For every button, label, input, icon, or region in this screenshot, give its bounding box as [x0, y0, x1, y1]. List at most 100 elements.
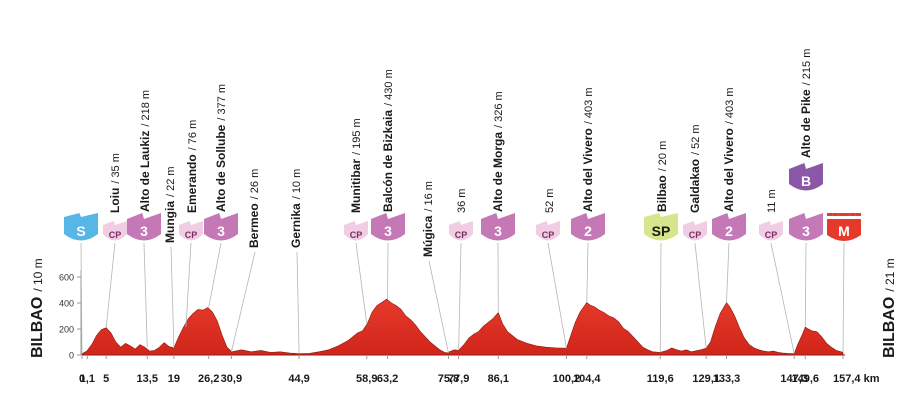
marker-name: Alto de Sollube	[214, 124, 228, 212]
marker-name: Loiu	[108, 188, 122, 213]
x-tick-label: 77,9	[448, 373, 469, 385]
x-tick-label: 104,4	[573, 373, 601, 385]
finish-checker	[838, 216, 844, 219]
badge-text: CP	[185, 230, 198, 240]
badge-cat3: 3	[371, 213, 405, 241]
marker-label: Bermeo / 26 m	[247, 169, 261, 248]
y-tick-label: 400	[59, 299, 74, 309]
marker-name: Gernika	[289, 203, 303, 248]
badge-shield	[789, 213, 823, 241]
badge-cp: CP	[536, 221, 560, 241]
x-tick-label: 157,4 km	[833, 373, 880, 385]
leader-line	[770, 242, 795, 354]
marker-label: Balcón de Bizkaia / 430 m	[381, 69, 395, 212]
finish-shield	[827, 219, 861, 241]
marker-name: Alto del Vivero	[581, 128, 595, 212]
start-city-label: BILBAO / 10 m	[29, 258, 46, 358]
marker-name: Alto de Morga	[491, 132, 505, 212]
badge-cat3: 3	[481, 213, 515, 241]
badge-cat3: 3	[789, 213, 823, 241]
marker-name: Mungia	[163, 201, 177, 243]
marker-alt: / 403 m	[724, 88, 736, 125]
marker-label: Múgica / 16 m	[421, 181, 435, 257]
x-tick-label: 1,1	[80, 373, 95, 385]
marker-label: Alto de Pike / 215 m	[799, 49, 813, 158]
badge-text: 3	[384, 223, 392, 239]
marker-name: Bilbao	[655, 175, 669, 212]
x-tick-label: 5	[103, 373, 109, 385]
badge-shield	[644, 213, 678, 241]
x-tick-label: 30,9	[221, 373, 242, 385]
leader-line	[428, 260, 449, 354]
marker-label: Alto de Morga / 326 m	[491, 91, 505, 212]
badge-cp: CP	[449, 221, 473, 241]
marker-alt: 11 m	[766, 189, 778, 213]
badge-text: 2	[725, 223, 733, 239]
finish-checker	[849, 213, 856, 216]
badge-text: M	[838, 223, 850, 239]
marker-alt: / 20 m	[657, 141, 669, 172]
badge-shield	[371, 213, 405, 241]
marker-label: Mungia / 22 m	[163, 166, 177, 243]
leader-line	[296, 251, 300, 354]
marker-label: Alto de Laukiz / 218 m	[138, 90, 152, 212]
x-tick-label: 75,8	[438, 373, 459, 385]
marker-name: Múgica	[421, 215, 435, 257]
finish-city-label: BILBAO / 21 m	[881, 258, 898, 358]
leader-line	[842, 242, 845, 353]
x-tick-label: 44,9	[288, 373, 309, 385]
marker-name: Alto de Pike	[799, 89, 813, 158]
badge-text: CP	[350, 230, 363, 240]
badge-sprint: SP	[644, 213, 678, 241]
leader-line	[105, 242, 116, 328]
marker-label: Emerando / 76 m	[185, 120, 199, 213]
badge-text: 3	[140, 223, 148, 239]
x-tick-label: 86,1	[488, 373, 509, 385]
badge-text: 3	[217, 223, 225, 239]
badge-shield	[179, 221, 203, 241]
finish-city-alt: / 21 m	[883, 258, 897, 291]
badge-text: 3	[802, 223, 810, 239]
marker-alt: / 403 m	[583, 88, 595, 125]
badge-bonus: B	[789, 163, 823, 191]
finish-checker	[827, 216, 833, 219]
finish-checker	[832, 213, 839, 216]
marker-label: 36 m	[456, 189, 468, 213]
marker-name: Bermeo	[247, 203, 261, 248]
badge-shield	[204, 213, 238, 241]
marker-name: Emerando	[185, 154, 199, 213]
y-tick-label: 0	[69, 351, 74, 361]
finish-city-name: BILBAO	[881, 297, 898, 358]
marker-label: Loiu / 35 m	[108, 153, 122, 213]
finish-checker	[844, 213, 850, 216]
badge-text: CP	[455, 230, 468, 240]
badge-cp: CP	[759, 221, 783, 241]
x-tick-label: 129,1	[692, 373, 720, 385]
marker-alt: / 430 m	[383, 69, 395, 106]
finish-checker	[827, 213, 833, 216]
x-tick-label: 149,6	[792, 373, 820, 385]
badge-start: S	[64, 213, 98, 241]
leader-line	[458, 242, 462, 351]
marker-label: Munitibar / 195 m	[349, 118, 363, 213]
badge-cp: CP	[683, 221, 707, 241]
marker-label: Galdakao / 52 m	[688, 124, 702, 213]
badge-cat3: 3	[204, 213, 238, 241]
leader-line	[547, 242, 567, 349]
badge-text: CP	[542, 230, 555, 240]
marker-alt: 52 m	[544, 189, 556, 213]
marker-alt: / 76 m	[187, 120, 199, 151]
marker-alt: / 195 m	[351, 118, 363, 155]
leader-line	[694, 242, 707, 349]
badge-shield	[789, 163, 823, 191]
leader-line	[143, 242, 148, 348]
badge-cp: CP	[103, 221, 127, 241]
leader-line	[804, 242, 807, 328]
badge-text: S	[76, 223, 85, 239]
marker-alt: / 16 m	[423, 181, 435, 212]
badge-shield	[64, 213, 98, 241]
x-tick-label: 26,2	[198, 373, 219, 385]
badge-finish: M	[827, 213, 861, 241]
marker-name: Balcón de Bizkaia	[381, 110, 395, 212]
